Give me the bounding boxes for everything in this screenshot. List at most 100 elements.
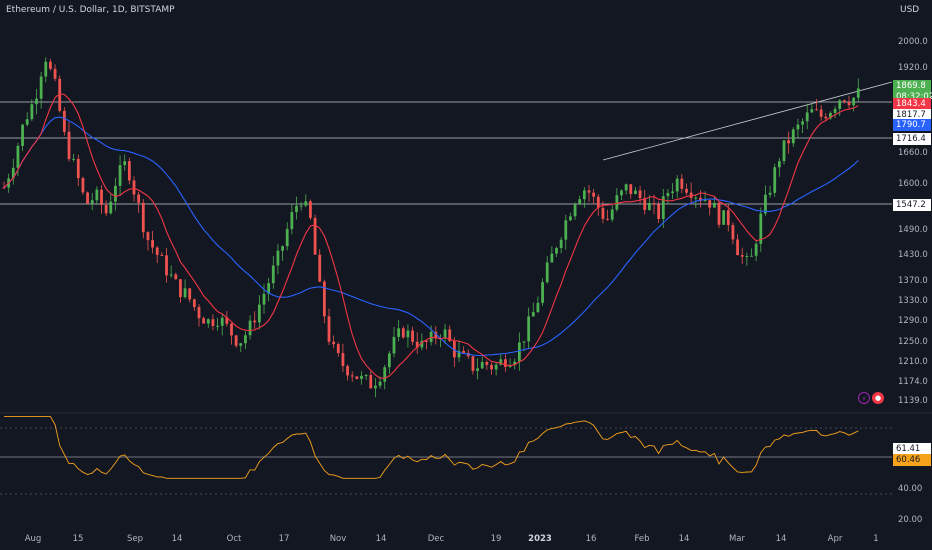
candle-body [253,320,257,323]
candle-body [211,319,215,326]
candle-body [262,293,266,305]
candle-body [2,187,6,189]
candle-body [67,131,71,160]
candle-body [801,121,804,125]
candle-body [192,299,196,308]
candle-body [188,288,192,300]
candle-body [736,239,739,256]
candle-body [852,97,856,106]
price-tick-label: 1430.0 [898,250,928,260]
time-axis-label: 14 [679,534,690,544]
candle-body [58,78,62,111]
current-price-badge: 1869.8 [893,80,931,92]
candle-body [114,185,117,202]
candle-body [777,161,781,168]
candle-body [341,353,345,367]
candle-body [406,330,410,338]
candle-body [387,353,391,368]
candle-body [796,124,800,130]
candle-body [39,76,43,99]
time-axis-label: Apr [828,534,843,544]
candle-body [160,254,164,256]
candle-body [717,202,721,225]
lightning-icon[interactable]: ⚡ [858,392,870,404]
time-axis-label: 1 [873,534,878,544]
candle-body [578,199,582,205]
ma-slow-badge: 1790.7 [893,119,931,131]
candle-body [141,202,145,233]
candle-body [462,350,466,353]
time-axis-label: Oct [227,534,242,544]
candle-body [248,320,252,336]
time-axis-label: Sep [127,534,143,544]
candle-body [513,361,517,365]
candle-body [392,336,396,354]
candle-body [276,250,280,266]
candle-body [564,220,568,240]
flag-icon[interactable]: ● [872,392,884,404]
candle-body [842,100,846,102]
candle-body [522,341,526,343]
candle-body [759,213,763,244]
candle-body [72,158,76,160]
candle-body [146,232,150,241]
candle-body [169,274,173,276]
time-axis-label: 2023 [528,534,552,544]
candle-body [471,356,475,371]
candle-body [374,385,377,389]
candle-body [675,178,679,192]
candle-body [95,189,99,201]
symbol-title[interactable]: Ethereum / U.S. Dollar, 1D, BITSTAMP [6,5,175,15]
candle-body [309,201,312,218]
candle-body [699,197,702,201]
candle-body [745,255,749,257]
candle-body [610,209,614,220]
candle-body [740,255,744,257]
rsi-tick-label: 20.00 [898,515,922,525]
price-tick-label: 2000.0 [898,37,928,47]
candle-body [411,330,414,342]
price-tick-label: 1490.0 [898,225,928,235]
candle-body [550,253,554,263]
level-2-badge: 1716.4 [893,133,931,145]
ma-fast-line [3,93,859,379]
price-tick-label: 1920.0 [898,63,928,73]
price-tick-label: 1370.0 [898,276,928,286]
candle-body [230,323,233,336]
candle-body [791,129,795,144]
candle-body [448,329,452,342]
candle-body [225,317,229,324]
candle-body [499,359,503,365]
candle-body [49,61,52,69]
candle-body [661,196,665,219]
rsi-ma-badge: 60.46 [893,454,931,466]
candle-body [452,341,456,358]
candle-body [647,203,651,210]
candle-body [541,282,544,303]
time-axis-label: 14 [776,534,787,544]
candle-body [485,362,489,365]
price-tick-label: 1139.0 [898,396,928,406]
candle-body [304,201,308,206]
candle-body [443,329,447,339]
price-tick-label: 1174.0 [898,377,928,387]
candle-body [754,243,758,256]
candle-body [350,375,354,377]
candle-body [856,88,860,98]
candle-body [197,307,201,319]
candle-body [652,203,656,205]
candle-body [35,98,38,105]
candle-body [805,112,809,122]
ma-slow-line [3,116,859,357]
candle-body [620,190,623,196]
candle-body [573,204,577,217]
candle-body [829,112,832,119]
candle-body [457,350,461,358]
price-tick-label: 1600.0 [898,179,928,189]
candle-body [601,207,605,219]
candle-body [592,192,596,197]
candle-body [151,240,154,248]
ma-fast-badge: 1843.4 [893,98,931,110]
candle-body [346,366,349,376]
